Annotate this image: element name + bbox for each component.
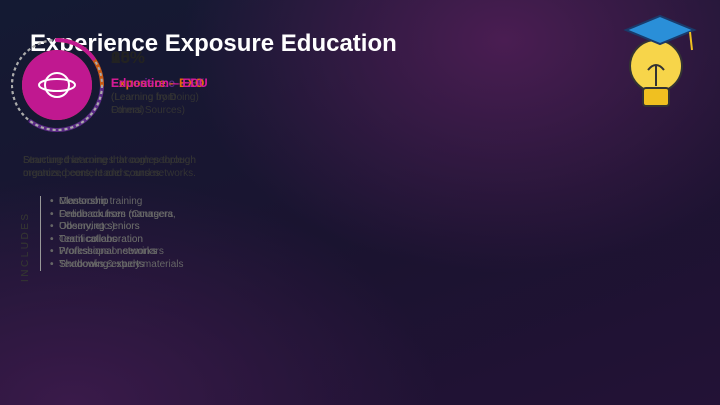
list-item: Workshops or seminars: [50, 246, 200, 259]
list-item: Textbooks & study materials: [50, 259, 200, 272]
progress-arc: [55, 38, 96, 61]
bulb-icon: [623, 14, 697, 107]
subtitle-line: Others): [111, 104, 145, 116]
includes-list: Classroom trainingOnline courses (Course…: [40, 196, 200, 271]
percent: 15%: [111, 48, 146, 67]
badge-circle: [22, 50, 92, 120]
column-name: Education – EDU: [111, 76, 208, 90]
percent: 25%: [111, 48, 146, 67]
percent: 60%: [111, 48, 146, 67]
subtitle-line: (Learning from: [111, 92, 177, 103]
description: Learning that comes through people-mento…: [23, 155, 196, 179]
subtitle-line: (Learning by Doing): [111, 92, 199, 103]
description: Structured learning that comes through o…: [23, 155, 196, 179]
badge: [11, 38, 103, 131]
subtitle: (Learning by Doing): [111, 92, 199, 105]
subtitle-line: (Learning from: [111, 92, 177, 103]
subtitle: (Learning from Others): [111, 92, 176, 117]
icon: [38, 72, 76, 98]
column-name: Exposure – EXO: [111, 76, 205, 90]
icon-part: [38, 78, 76, 92]
list-item: Classroom training: [50, 196, 200, 209]
icon-part: [44, 72, 70, 98]
description: Structured learning that comes through o…: [23, 155, 196, 179]
column-name: Experience – EX: [111, 76, 205, 90]
slide-title: Experience Exposure Education: [30, 30, 397, 57]
list-item: Certifications: [50, 234, 200, 247]
list-item: Online courses (Coursera, Udemy, etc.): [50, 209, 200, 234]
subtitle: (Learning from Formal Sources): [111, 92, 185, 117]
subtitle-line: Formal Sources): [111, 104, 185, 116]
